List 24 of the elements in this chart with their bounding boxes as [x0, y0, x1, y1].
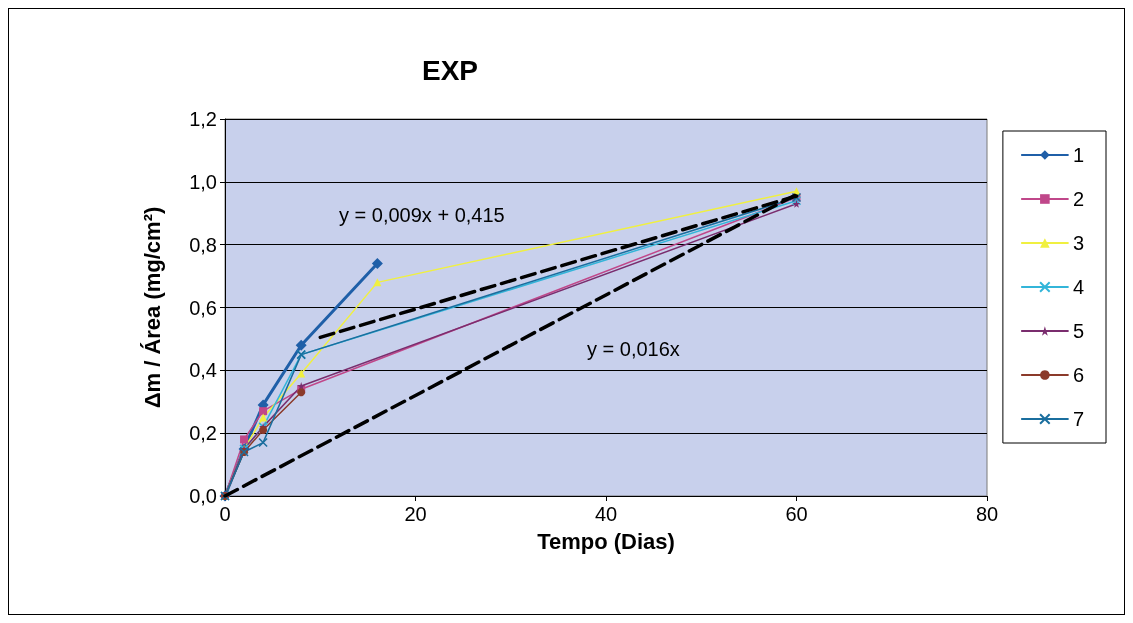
annotation: y = 0,016x	[587, 338, 680, 360]
y-tick-label: 0,8	[189, 233, 217, 256]
annotation: y = 0,009x + 0,415	[339, 204, 505, 226]
y-tick-label: 1,0	[189, 170, 217, 193]
x-tick-label: 20	[404, 503, 427, 525]
chart-title: EXP	[421, 54, 479, 86]
legend-label: 2	[1072, 188, 1084, 210]
y-tick-label: 0,6	[189, 296, 217, 319]
x-axis-title: Tempo (Dias)	[537, 528, 675, 554]
x-tick-label: 80	[975, 503, 999, 525]
legend-label: 6	[1072, 364, 1084, 386]
legend-label: 5	[1072, 320, 1084, 342]
legend-label: 3	[1072, 232, 1084, 254]
x-tick-label: 40	[594, 503, 618, 525]
y-tick-label: 0,0	[189, 485, 217, 507]
x-tick-label: 60	[785, 503, 808, 525]
x-tick-label: 0	[219, 503, 231, 525]
y-tick-label: 1,2	[189, 108, 217, 130]
legend-label: 4	[1072, 276, 1084, 298]
legend-label: 7	[1072, 408, 1084, 430]
y-tick-label: 0,2	[189, 422, 217, 445]
legend-label: 1	[1072, 144, 1084, 166]
y-tick-label: 0,4	[189, 359, 217, 382]
y-axis-title: Δm / Área (mg/cm²)	[139, 206, 165, 409]
